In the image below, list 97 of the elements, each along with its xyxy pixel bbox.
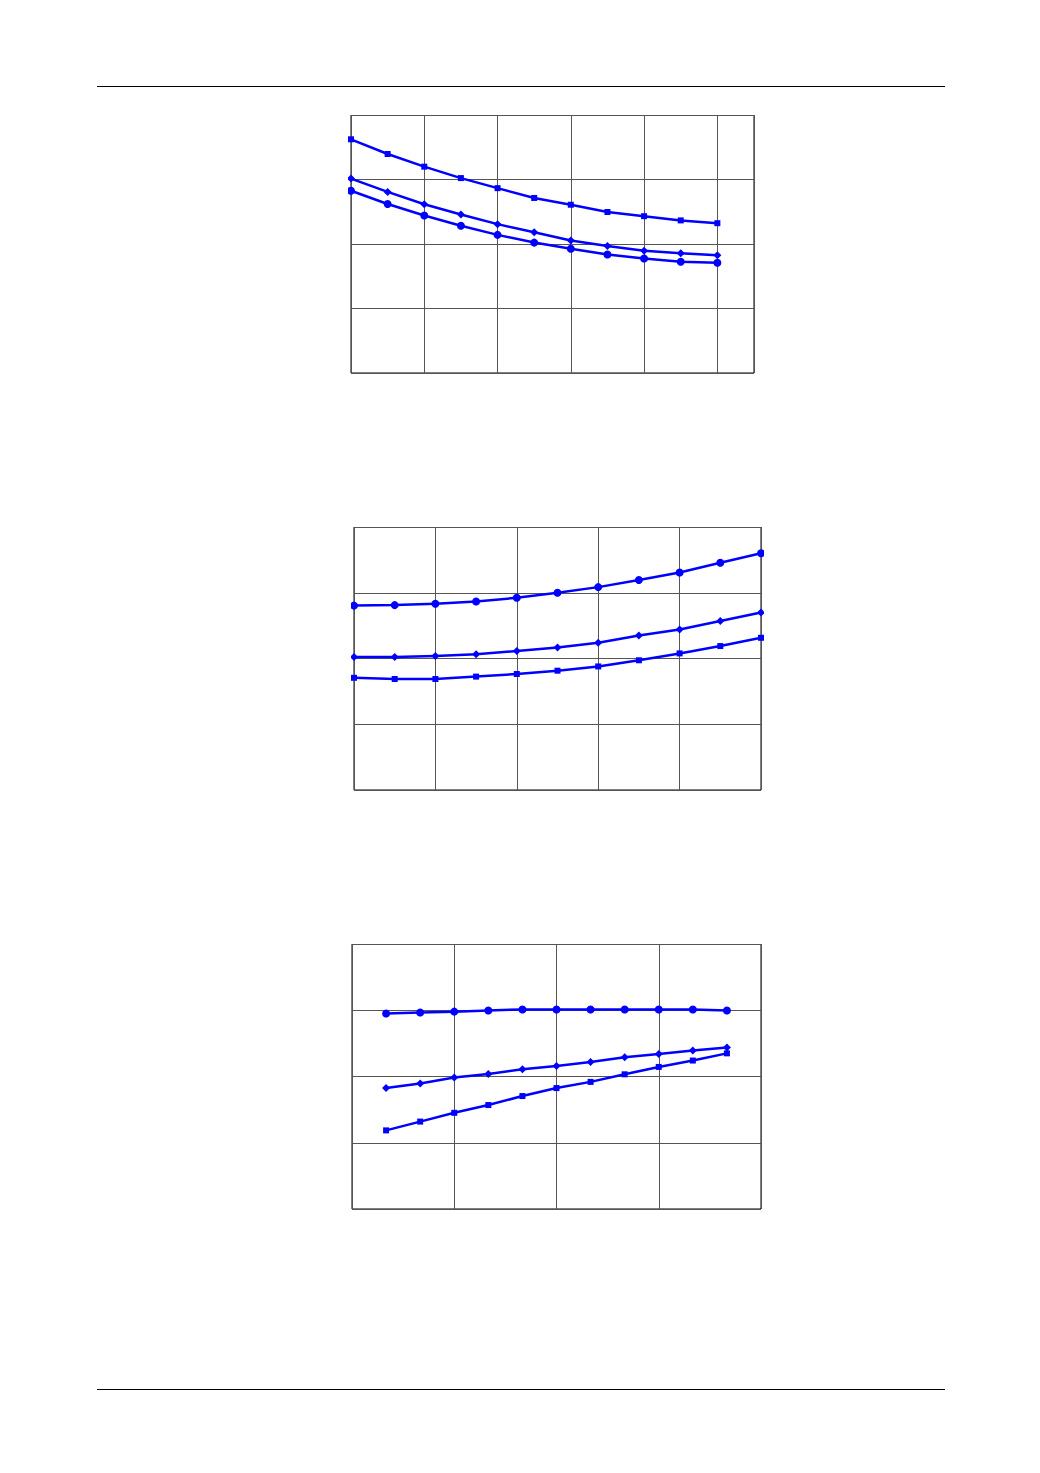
- point: [456, 210, 465, 219]
- point: [723, 1050, 730, 1057]
- point: [351, 601, 358, 610]
- point: [604, 208, 611, 215]
- point: [531, 194, 538, 201]
- point: [472, 650, 481, 659]
- point: [758, 634, 764, 641]
- point: [351, 652, 358, 661]
- point: [530, 228, 539, 237]
- point: [383, 200, 392, 209]
- point: [383, 1127, 390, 1134]
- point: [655, 1063, 662, 1070]
- point: [640, 254, 649, 263]
- point: [675, 568, 684, 577]
- point: [586, 1005, 595, 1014]
- point: [348, 174, 355, 183]
- point: [641, 213, 648, 220]
- point: [421, 163, 428, 170]
- point: [594, 583, 603, 592]
- point: [420, 200, 429, 209]
- point: [716, 616, 725, 625]
- point: [553, 588, 562, 597]
- point: [552, 1005, 561, 1014]
- point: [586, 1057, 595, 1066]
- point: [675, 625, 684, 634]
- point: [473, 673, 480, 680]
- point: [688, 1046, 697, 1055]
- point: [677, 217, 684, 224]
- point: [567, 201, 574, 208]
- point: [552, 1061, 561, 1070]
- point: [688, 1005, 697, 1014]
- point: [416, 1008, 425, 1017]
- point: [676, 257, 685, 266]
- point: [348, 136, 354, 143]
- point: [676, 249, 685, 258]
- point: [351, 674, 357, 681]
- point: [717, 643, 724, 650]
- point: [603, 242, 612, 251]
- point: [640, 246, 649, 255]
- point: [689, 1057, 696, 1064]
- point: [450, 1007, 459, 1016]
- point: [493, 230, 502, 239]
- point: [566, 236, 575, 245]
- point: [391, 675, 398, 682]
- point: [518, 1065, 527, 1074]
- point: [713, 251, 722, 260]
- point: [635, 657, 642, 664]
- point: [383, 187, 392, 196]
- point: [382, 1009, 391, 1018]
- point: [757, 549, 764, 558]
- point: [587, 1078, 594, 1085]
- point: [382, 1084, 391, 1093]
- point: [654, 1049, 663, 1058]
- point: [484, 1006, 493, 1015]
- point: [554, 667, 561, 674]
- point: [384, 151, 391, 158]
- point: [757, 608, 764, 617]
- point: [431, 652, 440, 661]
- point: [530, 238, 539, 247]
- point: [595, 663, 602, 670]
- point: [634, 576, 643, 585]
- point: [634, 631, 643, 640]
- point: [456, 221, 465, 230]
- point: [417, 1118, 424, 1125]
- point: [390, 601, 399, 610]
- point: [716, 558, 725, 567]
- point: [594, 638, 603, 647]
- point: [566, 244, 575, 253]
- point: [621, 1071, 628, 1078]
- point: [512, 593, 521, 602]
- point: [420, 211, 429, 220]
- point: [484, 1069, 493, 1078]
- point: [603, 250, 612, 259]
- point: [714, 220, 721, 227]
- point: [416, 1079, 425, 1088]
- point: [493, 220, 502, 229]
- point: [431, 599, 440, 608]
- point: [485, 1102, 492, 1109]
- point: [553, 643, 562, 652]
- point: [494, 185, 501, 192]
- point: [620, 1053, 629, 1062]
- point: [348, 186, 355, 195]
- point: [654, 1005, 663, 1014]
- point: [722, 1006, 731, 1015]
- point: [390, 652, 399, 661]
- point: [553, 1085, 560, 1092]
- point: [620, 1005, 629, 1014]
- point: [450, 1073, 459, 1082]
- point: [457, 175, 464, 182]
- point: [676, 650, 683, 657]
- point: [432, 675, 439, 682]
- point: [519, 1093, 526, 1100]
- point: [472, 597, 481, 606]
- point: [451, 1109, 458, 1116]
- point: [513, 671, 520, 678]
- point: [518, 1005, 527, 1014]
- point: [713, 258, 722, 267]
